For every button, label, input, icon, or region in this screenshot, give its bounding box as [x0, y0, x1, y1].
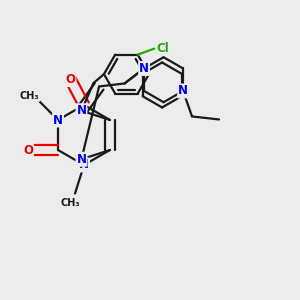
- Text: O: O: [65, 73, 76, 86]
- Text: N: N: [76, 104, 86, 117]
- Text: N: N: [79, 158, 89, 172]
- Text: CH₃: CH₃: [20, 91, 39, 101]
- Text: O: O: [23, 143, 33, 157]
- Text: CH₃: CH₃: [61, 197, 80, 208]
- Text: N: N: [139, 62, 149, 75]
- Text: N: N: [76, 153, 86, 166]
- Text: N: N: [178, 85, 188, 98]
- Text: Cl: Cl: [157, 42, 169, 55]
- Text: N: N: [53, 113, 63, 127]
